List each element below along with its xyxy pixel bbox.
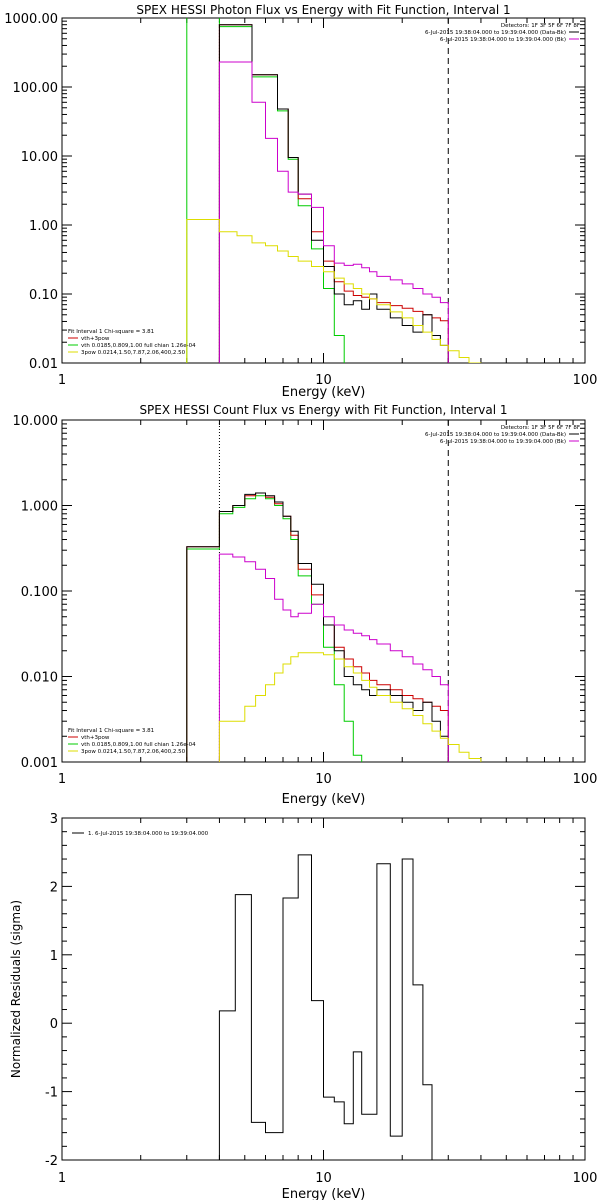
chart-panel-3: 1 10 100 -2 -1 0 1 2 3 Energy (keV) Normalized Res… [9,812,597,1200]
y-tick-label: 10.000 [13,414,59,429]
x-axis-label: Energy (keV) [282,1187,366,1200]
plot-area [218,854,433,1160]
header-line: 6-Jul-2015 19:38:04.000 to 19:39:04.000 … [425,432,566,438]
header-line: Detectors: 1F 3F 5F 6F 7F 8F [501,425,580,431]
chart-title: SPEX HESSI Count Flux vs Energy with Fit… [139,403,507,417]
y-tick-label: 1.00 [29,219,58,234]
legend-entry: vth+3pow [81,336,110,342]
y-tick-label: 0 [50,1017,58,1032]
legend-entry: 3pow 0.0214,1.50,7.87,2.06,400,2.50 [81,749,186,755]
y-tick-label: 1.000 [21,500,58,515]
series-line-1 [218,854,433,1160]
legend-entry: Fit Interval 1 Chi-square = 3.81 [68,728,154,734]
x-tick-label: 1 [58,373,66,388]
plot-area [186,18,507,363]
x-tick-label: 10 [315,373,332,388]
y-tick-label: 100.00 [13,81,59,96]
y-tick-label: 3 [50,812,58,827]
x-tick-label: 100 [573,772,598,787]
y-tick-label: -2 [45,1154,58,1169]
x-axis-label: Energy (keV) [282,385,366,400]
plot-area [186,420,512,762]
chart-panel-2: SPEX HESSI Count Flux vs Energy with Fit… [13,403,598,807]
y-tick-label: 1 [50,949,58,964]
series-line-4 [218,61,449,363]
y-tick-label: 2 [50,880,58,895]
series-line-1 [186,18,354,363]
header-line: 6-Jul-2015 19:38:04.000 to 19:39:04.000 … [440,37,566,43]
series-line-4 [218,553,449,762]
y-tick-label: 0.100 [21,585,58,600]
x-tick-label: 10 [315,1171,332,1186]
chart-panel-1: SPEX HESSI Photon Flux vs Energy with Fi… [4,3,597,400]
y-tick-label: 0.001 [21,756,58,771]
y-tick-label: -1 [45,1086,58,1101]
y-tick-label: 0.010 [21,671,58,686]
legend-entry: Fit Interval 1 Chi-square = 3.81 [68,329,154,335]
header-line: 6-Jul-2015 19:38:04.000 to 19:39:04.000 … [425,30,566,36]
x-tick-label: 100 [573,373,598,388]
legend-entry: vth 0.0185,0.809,1.00 full chian 1.26e-0… [81,742,196,748]
y-tick-label: 10.00 [21,150,58,165]
y-tick-label: 1000.00 [4,12,58,27]
header-line: Detectors: 1F 3F 5F 6F 7F 8F [501,23,580,29]
chart-title: SPEX HESSI Photon Flux vs Energy with Fi… [136,3,510,17]
plot-frame [61,817,586,1161]
plot-frame [61,17,586,364]
x-tick-label: 100 [573,1171,598,1186]
legend-entry: vth+3pow [81,735,110,741]
series-line-1 [186,495,370,762]
x-tick-label: 1 [58,1171,66,1186]
x-axis-label: Energy (keV) [282,792,366,807]
legend-entry: vth 0.0185,0.809,1.00 full chian 1.26e-0… [81,343,196,349]
legend-entry: 1. 6-Jul-2015 19:38:04.000 to 19:39:04.0… [88,831,209,837]
y-axis-label: Normalized Residuals (sigma) [9,900,23,1078]
series-line-5 [186,219,507,363]
y-tick-label: 0.01 [29,357,58,372]
legend-entry: 3pow 0.0214,1.50,7.87,2.06,400,2.50 [81,350,186,356]
series-line-5 [218,652,512,762]
x-tick-label: 1 [58,772,66,787]
header-line: 6-Jul-2015 19:38:04.000 to 19:39:04.000 … [440,439,566,445]
x-tick-label: 10 [315,772,332,787]
y-tick-label: 0.10 [29,288,58,303]
